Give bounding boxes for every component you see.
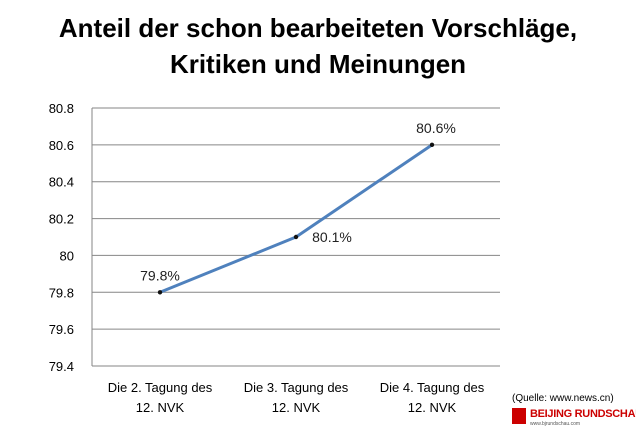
y-tick-label: 80.4 bbox=[49, 175, 74, 190]
x-tick-label: Die 4. Tagung des 12. NVK bbox=[380, 380, 485, 415]
title-line-2: Kritiken und Meinungen bbox=[169, 49, 467, 79]
y-tick-label: 79.6 bbox=[49, 322, 74, 337]
logo-url: www.bjrundschau.com bbox=[530, 421, 581, 427]
data-label: 80.6% bbox=[416, 120, 456, 136]
data-point bbox=[157, 290, 163, 295]
source-note: (Quelle: www.news.cn) bbox=[512, 393, 614, 404]
y-tick-label: 80.2 bbox=[49, 212, 74, 227]
y-tick-label: 79.8 bbox=[49, 285, 74, 300]
beijing-rundschau-logo: BEIJING RUNDSCHAU www.bjrundschau.com bbox=[512, 408, 636, 432]
page-title: Anteil der schon bearbeiteten Vorschläge… bbox=[0, 10, 636, 82]
logo-text: BEIJING RUNDSCHAU bbox=[530, 408, 636, 420]
data-label: 80.1% bbox=[312, 229, 352, 245]
y-tick-label: 79.4 bbox=[49, 359, 74, 374]
y-tick-label: 80.8 bbox=[49, 101, 74, 116]
x-tick-label: Die 3. Tagung des 12. NVK bbox=[244, 380, 349, 415]
data-point bbox=[429, 142, 435, 148]
data-point bbox=[293, 234, 299, 240]
data-label: 79.8% bbox=[140, 267, 180, 283]
y-tick-label: 80.6 bbox=[49, 138, 74, 153]
logo-mark-icon bbox=[512, 408, 526, 424]
title-line-1: Anteil der schon bearbeiteten Vorschläge… bbox=[58, 13, 578, 43]
x-tick-label: Die 2. Tagung des 12. NVK bbox=[108, 380, 213, 415]
y-tick-label: 80 bbox=[60, 248, 74, 263]
